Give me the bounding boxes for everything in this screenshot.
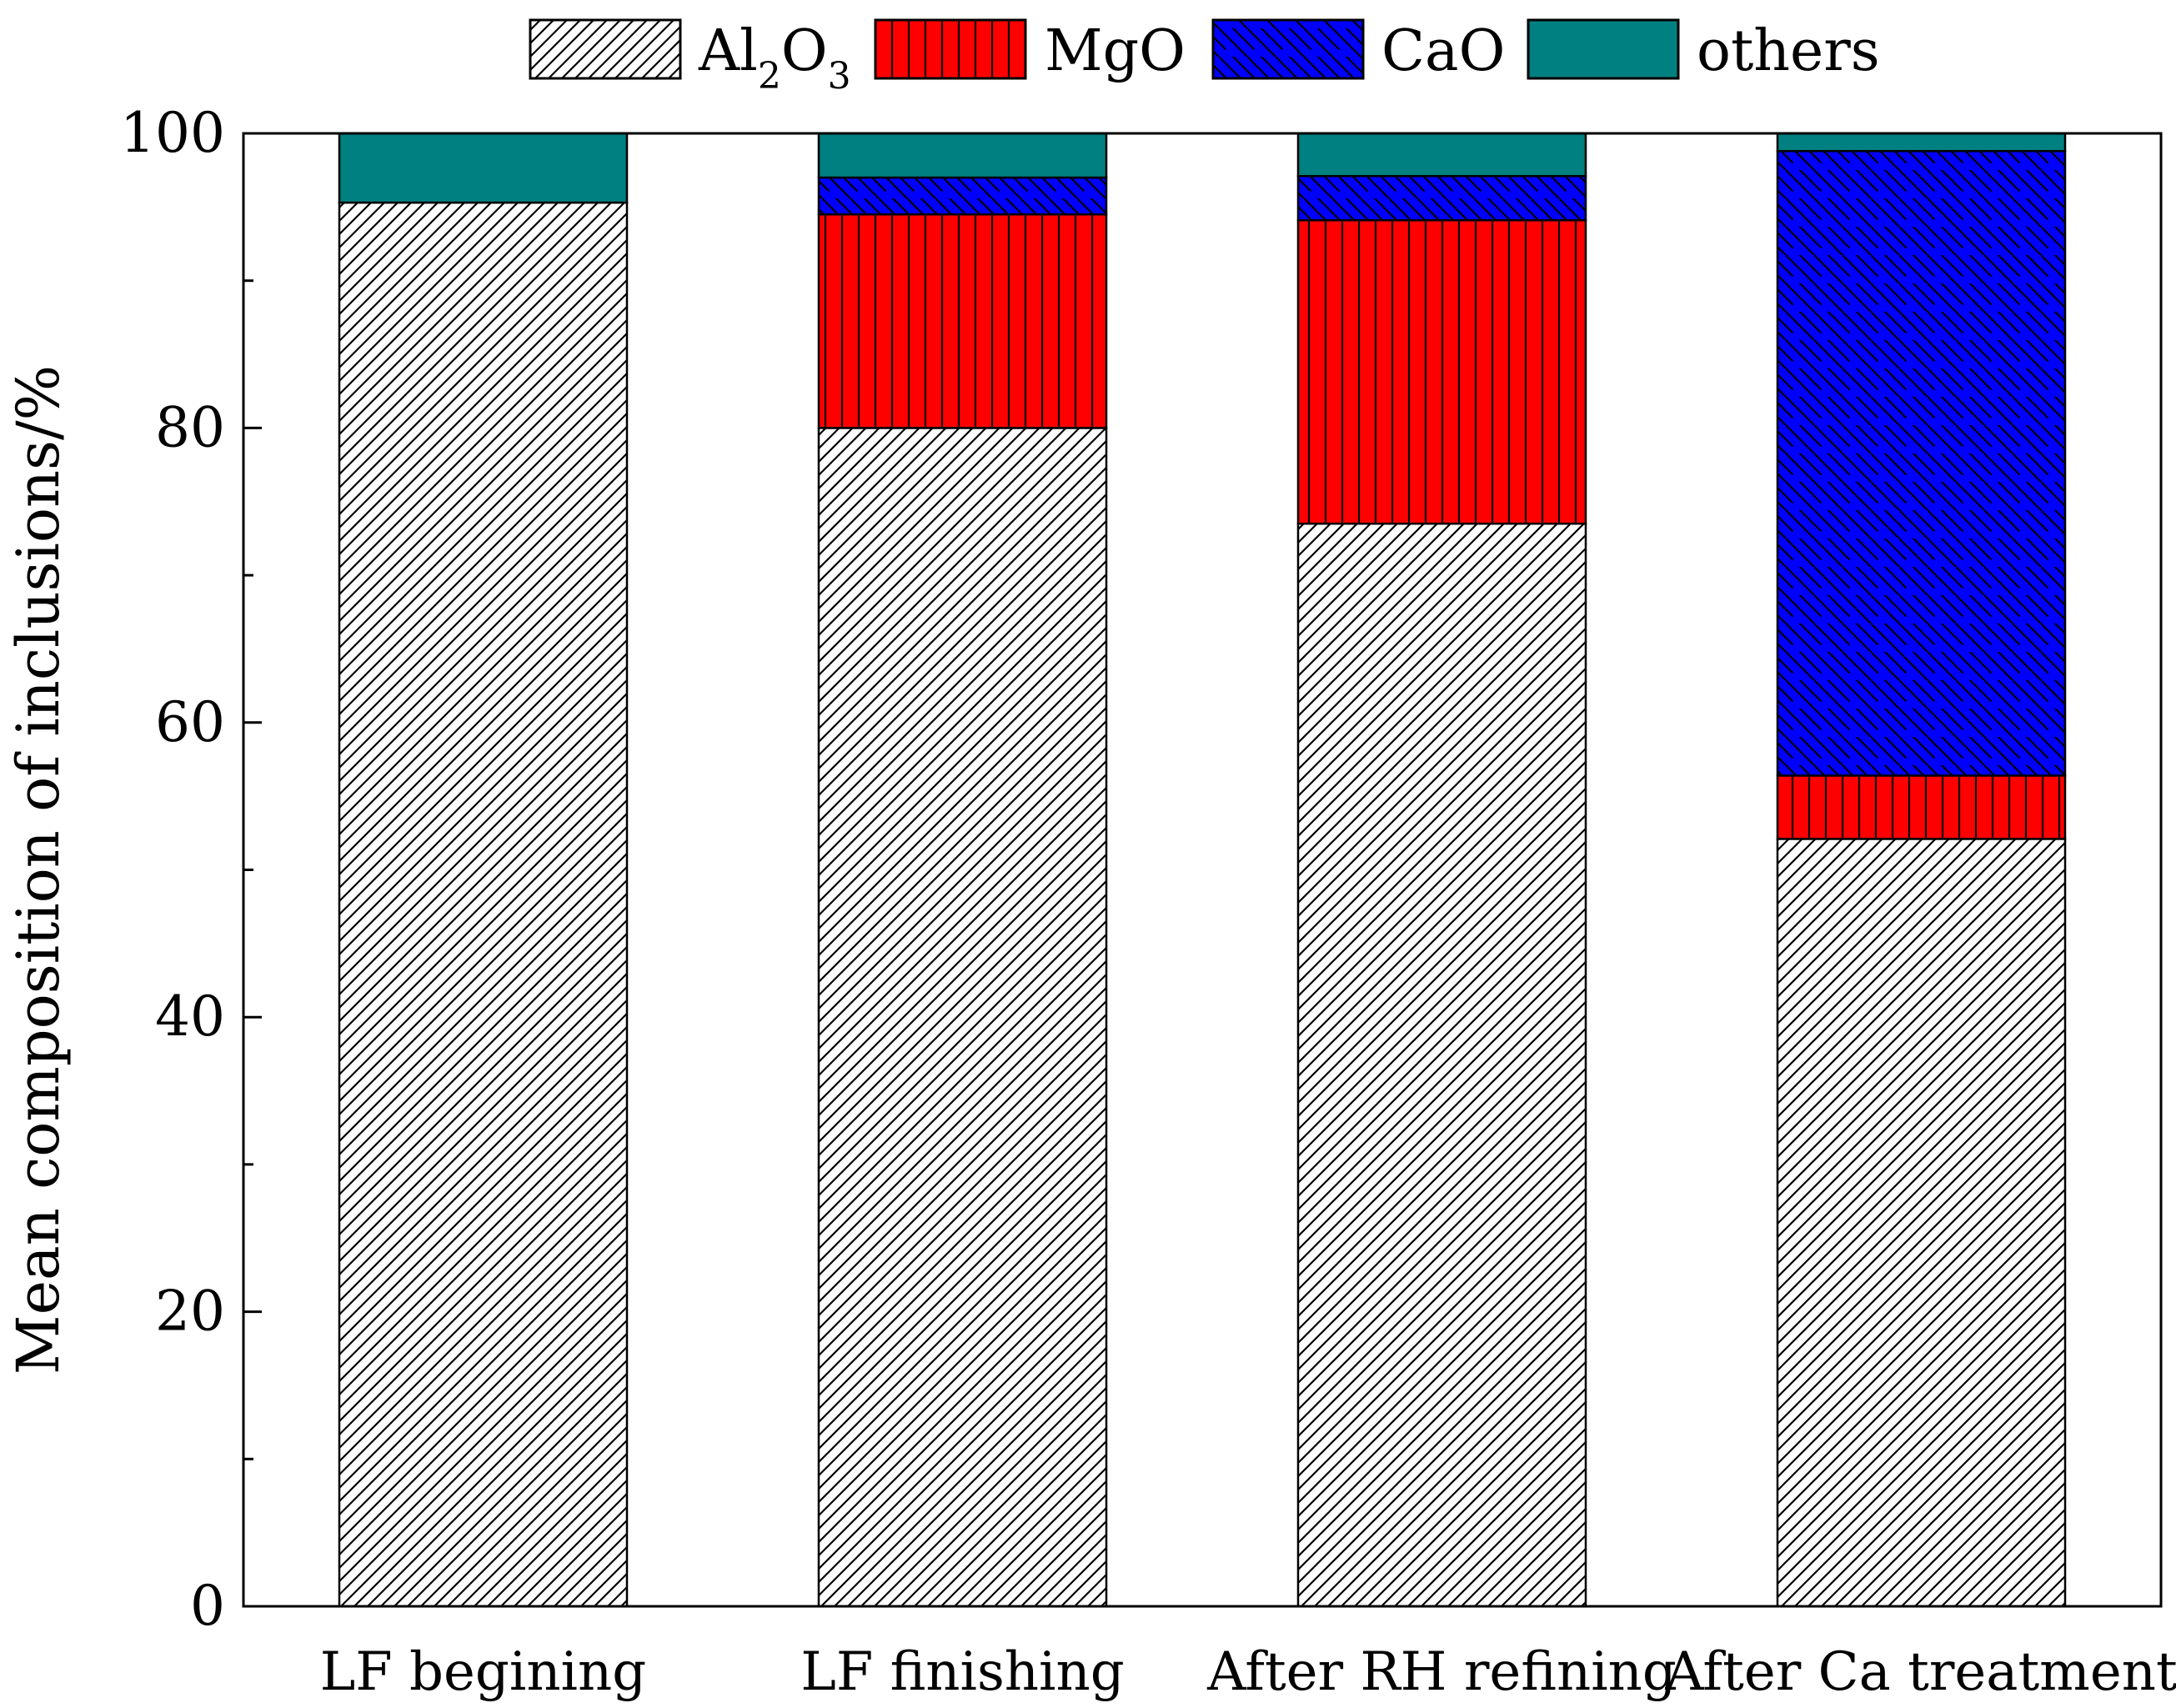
bar-lf-finishing-others xyxy=(817,132,1108,179)
x-tick-label-lf-begining: LF begining xyxy=(320,1641,646,1703)
bar-after-rh-refining-al2o3 xyxy=(1296,523,1587,1608)
bar-after-rh-refining-mgo xyxy=(1296,219,1587,525)
legend-swatch-mgo xyxy=(874,18,1027,80)
bar-after-ca-treatment-mgo xyxy=(1776,774,2067,840)
x-tick-label-lf-finishing: LF finishing xyxy=(800,1641,1124,1703)
bar-lf-begining-others xyxy=(338,132,629,204)
x-tick-label-after-ca-treatment: After Ca treatment xyxy=(1664,1641,2176,1703)
y-tick-label-40: 40 xyxy=(155,984,225,1049)
bar-lf-finishing-cao xyxy=(817,176,1108,216)
bar-after-ca-treatment-others xyxy=(1776,132,2067,153)
bar-after-rh-refining-others xyxy=(1296,132,1587,178)
legend-label-cao: CaO xyxy=(1381,18,1505,84)
bar-after-ca-treatment-al2o3 xyxy=(1776,838,2067,1608)
legend-label-al2o3: Al2O3 xyxy=(698,18,851,98)
legend-label-others: others xyxy=(1697,18,1880,84)
bar-after-rh-refining-cao xyxy=(1296,174,1587,222)
axes-layer: 0 20 40 60 80 100 Mean composition of inclusio… xyxy=(4,101,2163,1638)
bar-lf-begining-al2o3 xyxy=(338,201,629,1608)
y-tick-label-60: 60 xyxy=(155,690,225,754)
x-tick-label-after-rh-refining: After RH refining xyxy=(1206,1641,1677,1703)
y-tick-label-100: 100 xyxy=(120,101,225,165)
y-tick-label-0: 0 xyxy=(190,1574,225,1638)
bar-lf-finishing-mgo xyxy=(817,213,1108,429)
bar-after-ca-treatment-cao xyxy=(1776,149,2067,777)
y-axis-title: Mean composition of inclusions/% xyxy=(4,365,73,1375)
legend-swatch-al2o3 xyxy=(529,18,682,80)
y-tick-label-20: 20 xyxy=(155,1280,225,1344)
bar-lf-finishing-al2o3 xyxy=(817,427,1108,1608)
bars-layer: LF begining LF finishing After RH refining… xyxy=(320,132,2176,1703)
legend: Al2O3 MgO CaO others xyxy=(529,18,1880,98)
legend-swatch-others xyxy=(1527,18,1680,80)
legend-label-mgo: MgO xyxy=(1045,18,1186,84)
legend-swatch-cao xyxy=(1211,18,1365,80)
y-tick-label-80: 80 xyxy=(155,395,225,459)
